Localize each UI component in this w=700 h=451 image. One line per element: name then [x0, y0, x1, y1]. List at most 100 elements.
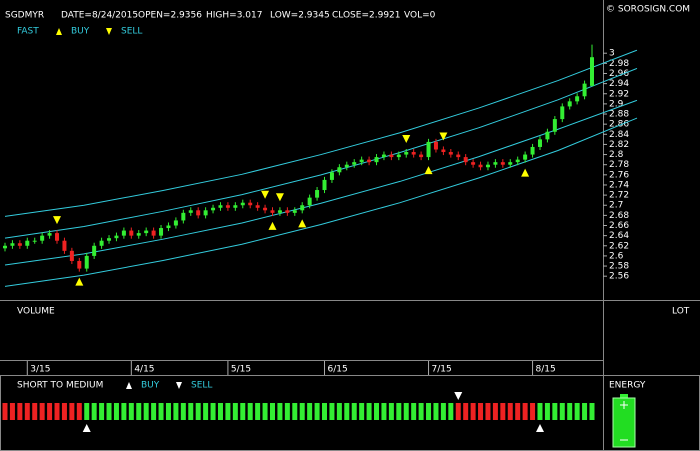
candle-body: [463, 157, 468, 163]
trend-bar: [39, 403, 45, 420]
candle-body: [285, 210, 290, 213]
trend-sell-signal: [454, 392, 463, 400]
trend-bar: [403, 403, 409, 420]
y-tick-label: 2.86: [609, 120, 629, 130]
candle-body: [419, 154, 424, 158]
trend-bar: [225, 403, 231, 420]
legend-buy-icon: [56, 28, 62, 35]
candle-body: [352, 162, 357, 165]
trend-bar: [552, 403, 558, 420]
x-tick-label: 6/15: [328, 365, 348, 375]
trend-bar: [106, 403, 112, 420]
channel-line: [4, 67, 638, 239]
trend-bar: [165, 403, 171, 420]
trend-bar: [255, 403, 261, 420]
candle-body: [441, 149, 446, 153]
candle-body: [263, 207, 268, 211]
trend-bar: [2, 403, 8, 420]
trend-bar: [9, 403, 15, 420]
trend-bar: [143, 403, 149, 420]
date: DATE=8/24/2015: [61, 11, 138, 21]
trend-bar: [121, 403, 127, 420]
candle-body: [523, 154, 528, 160]
trend-bar: [492, 403, 498, 420]
trend-bar: [47, 403, 53, 420]
volume-label: VOLUME: [17, 307, 55, 317]
trend-bar: [500, 403, 506, 420]
candle-body: [322, 179, 327, 191]
trend-sell-icon: [176, 382, 182, 389]
y-tick-label: 2.6: [609, 251, 624, 261]
candle-body: [32, 240, 37, 242]
y-tick-label: 2.82: [609, 140, 629, 150]
candle-body: [545, 131, 550, 140]
candle-body: [500, 162, 505, 165]
candle-body: [411, 152, 416, 155]
battery: [612, 394, 636, 448]
candle-body: [188, 210, 193, 213]
candle-body: [367, 159, 372, 163]
candle-body: [248, 202, 253, 206]
buy-signal: [521, 168, 530, 177]
candle-body: [69, 250, 74, 261]
trend-bar: [381, 403, 387, 420]
candle-body: [560, 106, 565, 120]
y-tick-label: 2.56: [609, 272, 629, 282]
trend-bar: [247, 403, 253, 420]
trend-bar: [374, 403, 380, 420]
trend-bar: [151, 403, 157, 420]
candle-body: [62, 240, 67, 251]
trend-bar: [418, 403, 424, 420]
candle-body: [181, 212, 186, 221]
candle-body: [575, 96, 580, 102]
trend-buy-icon: [126, 382, 132, 389]
buy-signal: [268, 221, 277, 230]
candle-body: [77, 260, 82, 269]
candle-body: [173, 220, 178, 226]
y-tick-label: 2.88: [609, 110, 629, 120]
candle-body: [471, 162, 476, 165]
candle-body: [203, 210, 208, 216]
candle-body: [433, 141, 438, 150]
trend-bar: [559, 403, 565, 420]
sell-signal: [439, 132, 448, 141]
trend-bar: [61, 403, 67, 420]
candle-body: [530, 146, 535, 155]
trend-bar: [203, 403, 209, 420]
candle-body: [121, 230, 126, 236]
trend-title: SHORT TO MEDIUM: [17, 381, 103, 391]
trend-bar: [69, 403, 75, 420]
copyright: © SOROSIGN.COM: [606, 5, 690, 15]
trend-bar: [180, 403, 186, 420]
trend-sell: SELL: [191, 381, 212, 391]
candle-body: [240, 202, 245, 206]
trend-bar: [284, 403, 290, 420]
open: OPEN=2.9356: [138, 11, 202, 21]
trend-bar: [269, 403, 275, 420]
high: HIGH=3.017: [206, 11, 262, 21]
candle-body: [211, 207, 216, 211]
y-tick-label: 2.7: [609, 201, 623, 211]
trend-bar: [128, 403, 134, 420]
trend-bar: [388, 403, 394, 420]
legend-buy: BUY: [71, 27, 90, 37]
trend-bar: [582, 403, 588, 420]
trend-bar: [589, 403, 595, 420]
candle-body: [151, 230, 156, 236]
candle-body: [315, 190, 320, 198]
candle-body: [478, 164, 483, 168]
candle-body: [448, 152, 453, 155]
trend-bar: [113, 403, 119, 420]
trend-bar: [463, 403, 469, 420]
trend-bar: [433, 403, 439, 420]
trend-bar: [448, 403, 454, 420]
candle-body: [426, 141, 431, 158]
x-tick-label: 7/15: [432, 365, 452, 375]
trend-bar: [91, 403, 97, 420]
buy-signal: [424, 166, 433, 175]
candle-body: [144, 230, 149, 234]
trend-bar: [426, 403, 432, 420]
